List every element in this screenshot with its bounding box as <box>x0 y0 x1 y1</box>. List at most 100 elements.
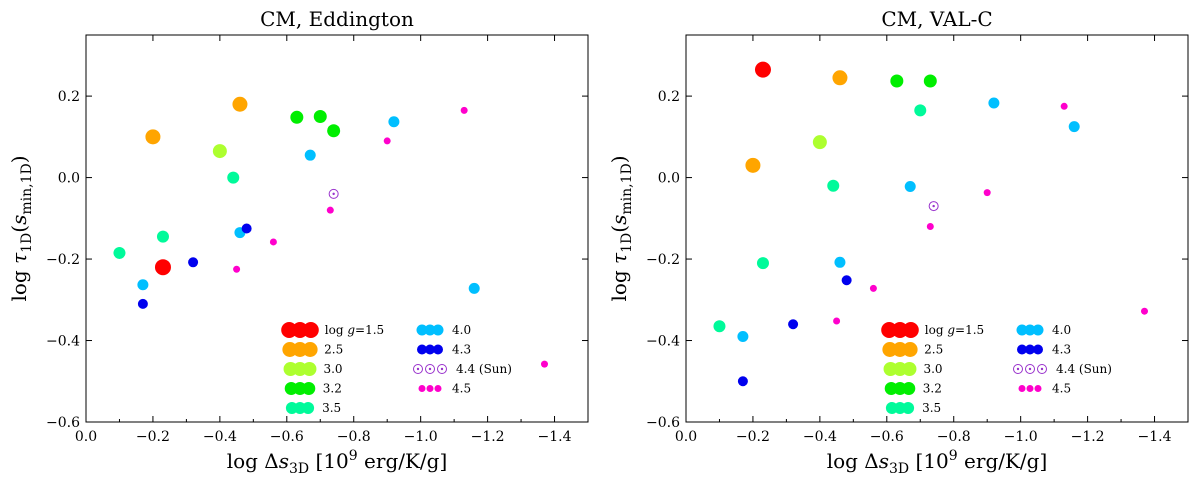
chart-title: CM, Eddington <box>260 7 414 31</box>
data-point <box>269 238 277 246</box>
data-point <box>154 259 171 276</box>
legend-marker <box>902 402 915 414</box>
legend-marker <box>302 382 316 395</box>
chart-panel-1: CM, Eddington 0.0 −0.2 −0.4 −0.6 −0.8 −1.0 −1.2… <box>7 7 589 477</box>
legend-marker-sun-dot <box>1016 367 1020 371</box>
legend-marker <box>902 322 919 338</box>
data-point <box>737 330 749 342</box>
legend-label: 4.5 <box>452 382 471 396</box>
x-tick-label: −1.2 <box>1071 429 1105 445</box>
x-tick-label: −1.0 <box>404 429 438 445</box>
data-point <box>788 319 799 330</box>
legend-marker-sun-dot <box>440 367 444 371</box>
legend-marker <box>432 324 444 336</box>
data-point <box>737 376 748 387</box>
legend-marker <box>416 324 428 336</box>
legend-marker <box>418 385 426 392</box>
data-point <box>241 223 252 234</box>
data-point <box>745 157 761 173</box>
legend-marker <box>1016 324 1028 336</box>
legend-marker <box>1026 385 1034 392</box>
legend-marker <box>302 342 318 357</box>
x-tick-label: −1.4 <box>1138 429 1172 445</box>
x-tick-label: −1.4 <box>538 429 572 445</box>
legend-marker <box>1018 385 1026 392</box>
data-point <box>812 135 827 150</box>
data-point <box>304 149 316 161</box>
x-tick-label: −0.8 <box>337 429 371 445</box>
data-point <box>156 230 169 243</box>
data-point-sun-dot <box>332 192 335 196</box>
data-point <box>833 317 841 325</box>
legend-label: 3.5 <box>322 401 341 415</box>
legend-label: 2.5 <box>924 343 943 357</box>
data-point <box>1140 307 1148 315</box>
legend-marker <box>1024 324 1036 336</box>
legend-label: 3.5 <box>922 401 941 415</box>
data-point <box>832 70 848 86</box>
data-point <box>713 320 726 333</box>
legend-label: log g=1.5 <box>325 323 384 337</box>
y-tick-label: −0.4 <box>646 334 680 350</box>
data-point <box>923 74 937 88</box>
y-tick-label: 0.0 <box>658 171 680 187</box>
data-point <box>827 179 840 192</box>
y-tick-label: −0.6 <box>46 415 80 431</box>
legend-marker <box>302 322 319 338</box>
chart-title: CM, VAL-C <box>881 7 992 31</box>
data-point <box>890 74 904 88</box>
data-point <box>113 246 126 259</box>
legend-label: 4.5 <box>1052 382 1071 396</box>
legend-marker <box>902 342 918 357</box>
y-tick-label: 0.2 <box>658 89 680 105</box>
legend-label: 3.2 <box>323 382 342 396</box>
y-tick-label: −0.6 <box>646 415 680 431</box>
y-tick-label: −0.4 <box>46 334 80 350</box>
x-tick-label: 0.0 <box>675 429 697 445</box>
legend-marker <box>1025 344 1035 355</box>
data-point <box>313 109 327 123</box>
data-point-sun-dot <box>932 204 935 208</box>
data-point <box>232 96 248 112</box>
legend-marker-sun-dot <box>1028 367 1032 371</box>
legend-marker <box>425 344 435 355</box>
data-point <box>983 189 991 197</box>
data-point <box>756 257 769 270</box>
legend-marker <box>434 385 442 392</box>
data-point <box>388 116 400 128</box>
data-point <box>290 110 304 124</box>
legend-marker <box>902 382 916 395</box>
data-point <box>834 256 846 268</box>
legend-marker <box>417 344 427 355</box>
legend-label: 3.0 <box>323 362 342 376</box>
x-tick-label: −0.6 <box>870 429 904 445</box>
x-tick-label: −1.0 <box>1004 429 1038 445</box>
y-tick-label: −0.2 <box>46 252 80 268</box>
data-point <box>383 137 391 145</box>
x-tick-label: −0.4 <box>203 429 237 445</box>
x-tick-label: −0.2 <box>136 429 170 445</box>
x-tick-label: −1.2 <box>471 429 505 445</box>
x-axis-label: log Δs3D [109 erg/K/g] <box>227 448 448 477</box>
legend: log g=1.5 2.5 3.0 3.2 3.5 4.0 4.3 4.4 (Sun) 4.5 <box>881 322 1112 415</box>
y-tick-label: 0.2 <box>58 89 80 105</box>
legend-marker <box>426 385 434 392</box>
legend-label: 4.3 <box>452 343 471 357</box>
data-point <box>988 97 1000 109</box>
legend-marker <box>302 402 315 414</box>
legend-label: 2.5 <box>324 343 343 357</box>
data-point <box>904 181 916 193</box>
plot-frame <box>85 34 589 423</box>
data-point <box>137 298 148 309</box>
data-point <box>227 171 240 184</box>
y-axis-label: log τ1D(smin,1D) <box>607 155 635 301</box>
data-point <box>926 222 934 230</box>
legend-label: 4.3 <box>1052 343 1071 357</box>
legend-label: 4.4 (Sun) <box>1056 362 1112 376</box>
legend-label: 3.2 <box>923 382 942 396</box>
legend-marker-sun-dot <box>1040 367 1044 371</box>
x-tick-label: 0.0 <box>75 429 97 445</box>
data-point <box>137 279 149 291</box>
data-point <box>869 284 877 292</box>
x-tick-label: −0.8 <box>937 429 971 445</box>
